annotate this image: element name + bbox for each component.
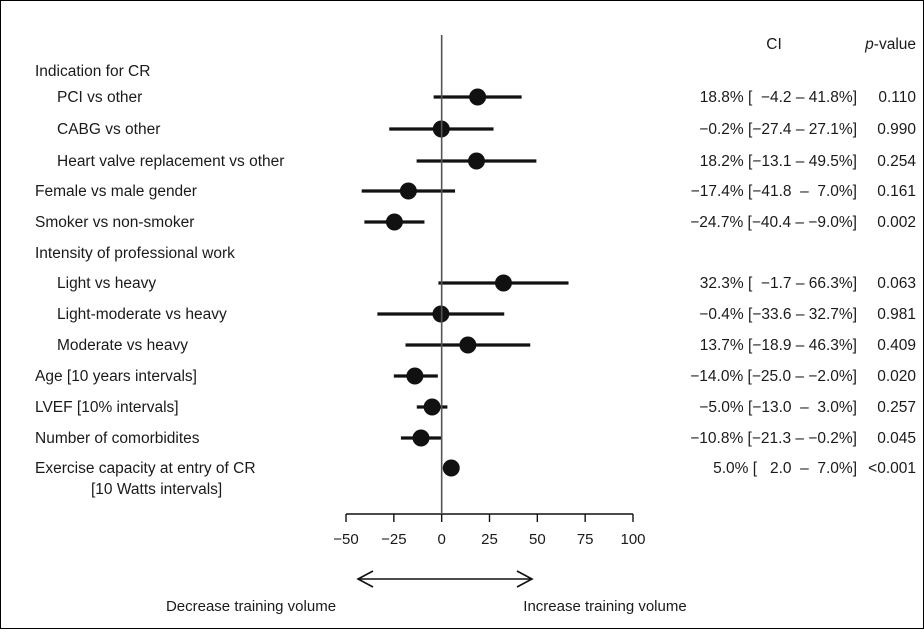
direction-arrow <box>356 570 534 588</box>
p-value-header: p-value <box>864 36 916 53</box>
estimate-row: Number of comorbidites −10.8% [−21.3 – −0… <box>35 429 916 447</box>
estimate-row: Female vs male gender −17.4% [−41.8 – 7.0… <box>35 182 916 200</box>
row-label: Age [10 years intervals] <box>35 368 197 385</box>
group-label: Indication for CR <box>35 63 150 80</box>
p-value: 0.409 <box>877 337 916 354</box>
ci-text: 18.8% [ −4.2 – 41.8%] <box>700 89 857 106</box>
ci-text: −5.0% [−13.0 – 3.0%] <box>699 399 857 416</box>
estimate-row: Light vs heavy 32.3% [ −1.7 – 66.3%] 0.063 <box>57 274 916 292</box>
row-label: CABG vs other <box>57 121 160 138</box>
increase-label: Increase training volume <box>523 598 686 615</box>
x-tick-label: −50 <box>333 531 358 548</box>
x-tick-label: 75 <box>577 531 594 548</box>
row-label: Female vs male gender <box>35 183 197 200</box>
estimate-row: Heart valve replacement vs other 18.2% [−… <box>57 152 916 170</box>
row-label: Light vs heavy <box>57 275 156 292</box>
x-tick-label: 25 <box>481 531 498 548</box>
point-estimate <box>442 459 460 477</box>
point-estimate <box>469 88 487 106</box>
x-axis: −50 −25 0 25 50 75 100 <box>333 513 646 548</box>
ci-text: −24.7% [−40.4 – −9.0%] <box>690 214 857 231</box>
point-estimate <box>399 182 417 200</box>
ci-text: 13.7% [−18.9 – 46.3%] <box>700 337 857 354</box>
point-estimate <box>412 429 430 447</box>
p-value: 0.045 <box>877 430 916 447</box>
point-estimate <box>406 367 424 385</box>
p-value-header-suffix: -value <box>874 36 916 53</box>
ci-text: 32.3% [ −1.7 – 66.3%] <box>700 275 857 292</box>
x-tick-label: −25 <box>381 531 406 548</box>
ci-text: −0.4% [−33.6 – 32.7%] <box>699 306 857 323</box>
direction-arrow-left-head <box>356 570 374 588</box>
group-row: Intensity of professional work <box>35 245 235 262</box>
forest-rows: Indication for CR PCI vs other 18.8% [ −4.… <box>35 63 916 498</box>
point-estimate <box>494 274 512 292</box>
p-value: 0.002 <box>877 214 916 231</box>
estimate-row: Exercise capacity at entry of CR [10 Watt… <box>35 459 916 498</box>
ci-text: −10.8% [−21.3 – −0.2%] <box>690 430 857 447</box>
estimate-row: Moderate vs heavy 13.7% [−18.9 – 46.3%] 0.… <box>57 336 916 354</box>
p-value: 0.254 <box>877 153 916 170</box>
row-label: PCI vs other <box>57 89 142 106</box>
estimate-row: PCI vs other 18.8% [ −4.2 – 41.8%] 0.110 <box>57 88 916 106</box>
estimate-row: Age [10 years intervals] −14.0% [−25.0 – … <box>35 367 916 385</box>
point-estimate <box>459 336 477 354</box>
p-value: 0.161 <box>877 183 916 200</box>
ci-text: 5.0% [ 2.0 – 7.0%] <box>713 460 857 477</box>
p-value: 0.981 <box>877 306 916 323</box>
estimate-row: LVEF [10% intervals] −5.0% [−13.0 – 3.0%]… <box>35 398 916 416</box>
ci-header: CI <box>766 36 782 53</box>
x-tick-label: 50 <box>529 531 546 548</box>
p-value: 0.990 <box>877 121 916 138</box>
group-row: Indication for CR <box>35 63 150 80</box>
decrease-label: Decrease training volume <box>166 598 336 615</box>
ci-text: 18.2% [−13.1 – 49.5%] <box>700 153 857 170</box>
direction-arrow-right-head <box>516 570 534 588</box>
ci-text: −14.0% [−25.0 – −2.0%] <box>690 368 857 385</box>
p-value: 0.110 <box>878 89 916 106</box>
row-label: Number of comorbidites <box>35 430 200 447</box>
p-value-header-italic: p <box>864 36 874 53</box>
row-label-continued: [10 Watts intervals] <box>91 481 222 498</box>
row-label: Heart valve replacement vs other <box>57 153 284 170</box>
point-estimate <box>467 152 485 170</box>
p-value: 0.063 <box>877 275 916 292</box>
row-label: Smoker vs non-smoker <box>35 214 194 231</box>
p-value: <0.001 <box>868 460 916 477</box>
estimate-row: Smoker vs non-smoker −24.7% [−40.4 – −9.0… <box>35 213 916 231</box>
row-label: Moderate vs heavy <box>57 337 188 354</box>
point-estimate <box>385 213 403 231</box>
estimate-row: CABG vs other −0.2% [−27.4 – 27.1%] 0.990 <box>57 120 916 138</box>
p-value: 0.257 <box>877 399 916 416</box>
estimate-row: Light-moderate vs heavy −0.4% [−33.6 – 32… <box>57 305 916 323</box>
group-label: Intensity of professional work <box>35 245 235 262</box>
row-label: LVEF [10% intervals] <box>35 399 179 416</box>
x-tick-label: 100 <box>620 531 645 548</box>
ci-text: −17.4% [−41.8 – 7.0%] <box>691 183 857 200</box>
ci-text: −0.2% [−27.4 – 27.1%] <box>699 121 857 138</box>
row-label: Light-moderate vs heavy <box>57 306 227 323</box>
row-label: Exercise capacity at entry of CR <box>35 460 256 477</box>
x-tick-label: 0 <box>437 531 445 548</box>
point-estimate <box>423 398 441 416</box>
p-value: 0.020 <box>877 368 916 385</box>
